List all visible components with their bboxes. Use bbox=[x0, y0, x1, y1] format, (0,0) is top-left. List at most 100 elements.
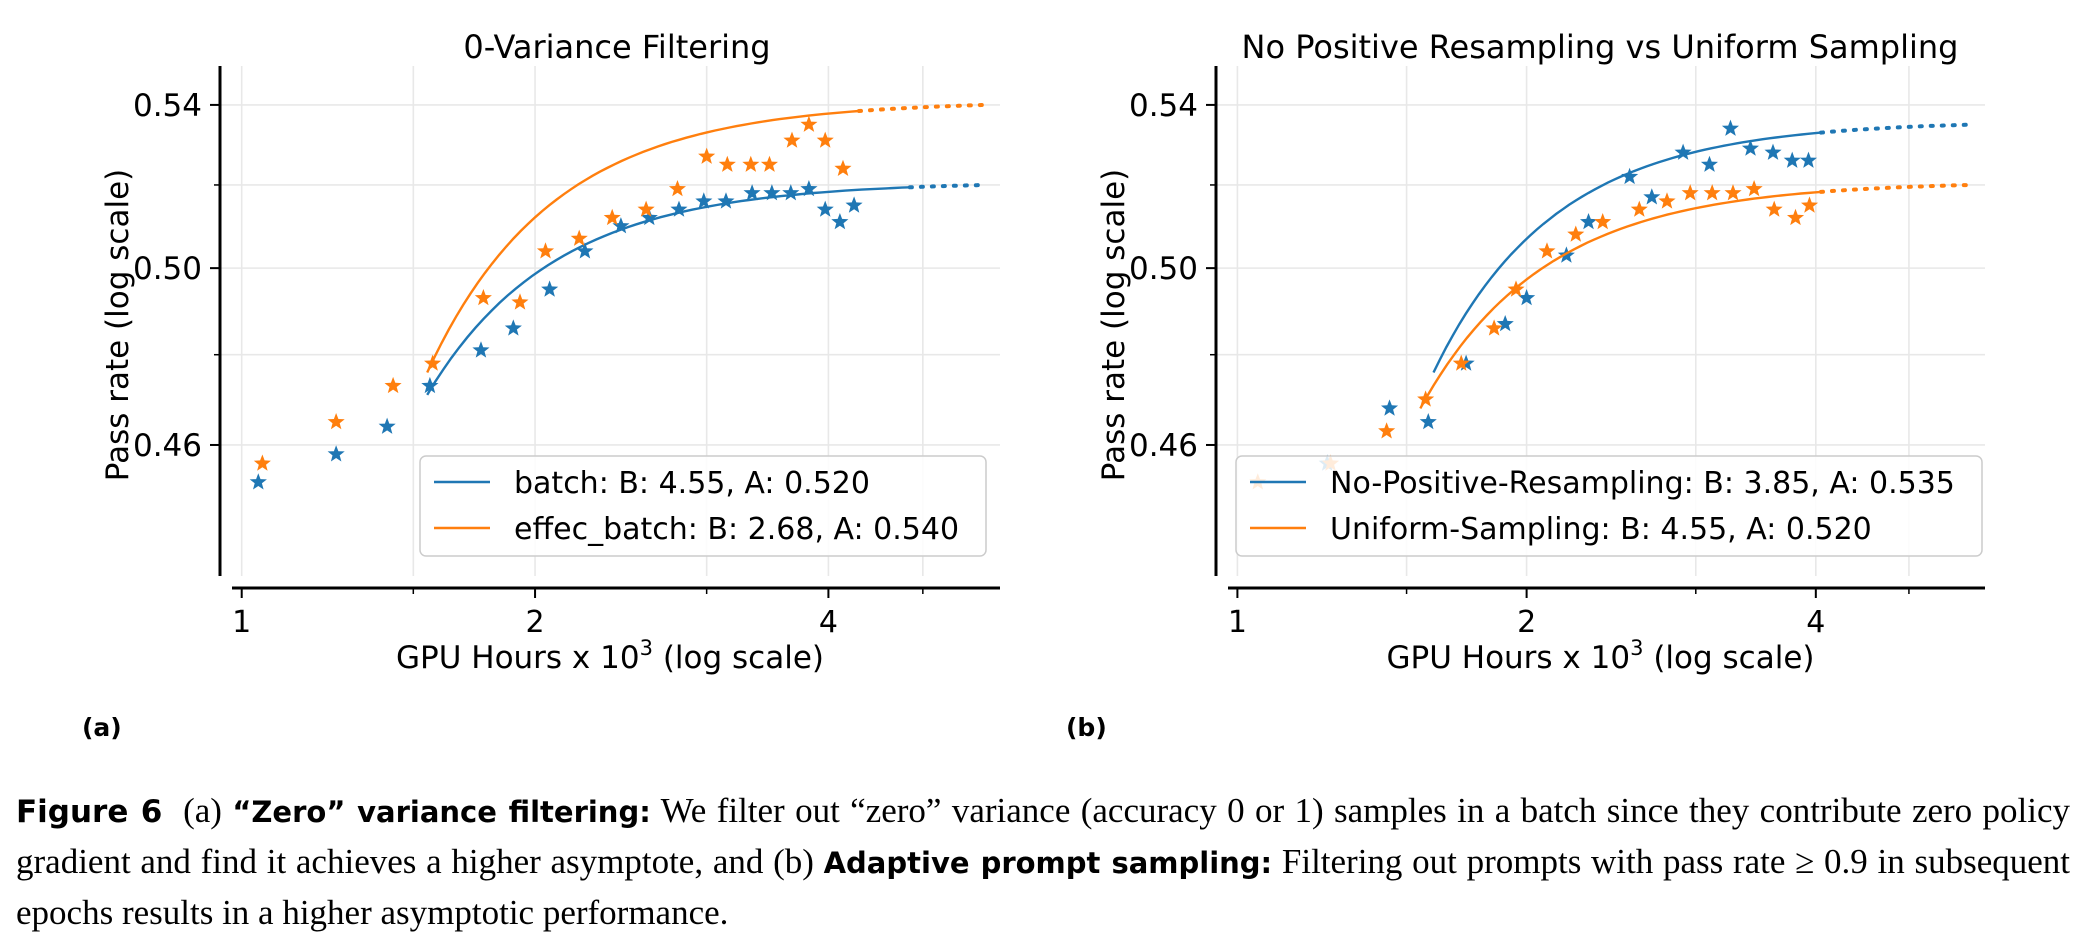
x-tick-label: 4 bbox=[1806, 605, 1825, 640]
data-point bbox=[421, 376, 439, 394]
x-tick-label: 1 bbox=[232, 605, 251, 640]
data-point bbox=[800, 115, 818, 132]
data-point bbox=[760, 155, 778, 172]
data-point bbox=[536, 242, 555, 259]
data-point bbox=[1419, 413, 1437, 430]
data-point bbox=[1681, 184, 1699, 201]
y-tick-label: 0.50 bbox=[133, 251, 202, 287]
legend: No-Positive-Resampling: B: 3.85, A: 0.53… bbox=[1235, 455, 1983, 557]
x-tick-label: 2 bbox=[526, 605, 545, 640]
data-point bbox=[1764, 143, 1782, 160]
x-tick-label: 2 bbox=[1517, 605, 1536, 640]
data-point bbox=[1621, 167, 1639, 185]
panel-label: (b) bbox=[1066, 713, 1107, 742]
chart-title: 0-Variance Filtering bbox=[463, 28, 770, 66]
data-point bbox=[1378, 422, 1396, 439]
data-point bbox=[670, 200, 688, 217]
data-point bbox=[743, 184, 761, 201]
data-point bbox=[570, 229, 588, 246]
data-point bbox=[816, 131, 834, 148]
data-point bbox=[1485, 319, 1503, 336]
data-point bbox=[763, 184, 781, 201]
x-axis-label-sup: 3 bbox=[640, 636, 653, 660]
legend-label: Uniform-Sampling: B: 4.55, A: 0.520 bbox=[1330, 512, 1872, 547]
data-point bbox=[1721, 119, 1739, 136]
data-point bbox=[1643, 188, 1661, 205]
data-point bbox=[541, 280, 559, 297]
data-point bbox=[783, 131, 801, 148]
data-point bbox=[424, 354, 442, 371]
data-point bbox=[717, 192, 735, 209]
x-axis-label-sup: 3 bbox=[1630, 636, 1643, 660]
fit-extrapolation bbox=[907, 183, 988, 190]
data-point bbox=[504, 319, 522, 336]
data-point bbox=[816, 200, 834, 217]
data-point bbox=[782, 184, 800, 201]
fit-line bbox=[1419, 190, 1822, 409]
fit-extrapolation bbox=[1819, 183, 1973, 194]
x-axis-label-main: GPU Hours x 10 bbox=[1387, 640, 1631, 676]
fit-line bbox=[426, 109, 860, 374]
data-point bbox=[718, 155, 736, 172]
legend: batch: B: 4.55, A: 0.520 effec_batch: B: … bbox=[419, 455, 987, 557]
data-point bbox=[834, 159, 852, 176]
x-axis-label-main: GPU Hours x 10 bbox=[396, 640, 640, 676]
y-tick-label: 0.46 bbox=[1129, 428, 1198, 464]
data-point bbox=[668, 180, 686, 197]
legend-label: effec_batch: B: 2.68, A: 0.540 bbox=[514, 512, 959, 547]
panel-label: (a) bbox=[82, 713, 122, 742]
x-axis-label: GPU Hours x 103 (log scale) bbox=[1387, 636, 1815, 676]
data-point bbox=[637, 200, 655, 217]
caption-a-text: We filter out “zero” variance (accuracy … bbox=[16, 791, 2071, 881]
data-point bbox=[1783, 151, 1801, 168]
y-tick-label: 0.50 bbox=[1129, 251, 1198, 287]
data-point bbox=[640, 208, 658, 226]
data-point bbox=[327, 413, 345, 430]
data-point bbox=[1452, 354, 1470, 371]
data-point bbox=[1741, 139, 1759, 156]
data-point bbox=[831, 213, 849, 230]
data-point bbox=[1417, 390, 1435, 407]
data-point bbox=[1381, 399, 1399, 416]
caption-a-marker: (a) bbox=[183, 791, 222, 830]
x-axis-label-suffix: (log scale) bbox=[653, 640, 824, 676]
data-point bbox=[742, 155, 760, 172]
data-point bbox=[1496, 315, 1514, 332]
x-tick-label: 4 bbox=[819, 605, 838, 640]
fit-extrapolation bbox=[1819, 122, 1973, 135]
data-point bbox=[474, 289, 492, 306]
data-point bbox=[845, 196, 863, 213]
data-point bbox=[378, 417, 396, 434]
data-point bbox=[1745, 180, 1763, 197]
x-axis-label: GPU Hours x 103 (log scale) bbox=[396, 636, 824, 676]
data-point bbox=[1538, 242, 1556, 259]
data-point bbox=[603, 208, 621, 226]
data-point bbox=[576, 242, 594, 259]
chart-title: No Positive Resampling vs Uniform Sampli… bbox=[1242, 28, 1959, 66]
panel-b: 1 2 4 0.46 0.50 0.54 No Positive Resampling vs… bbox=[1066, 28, 1985, 742]
x-tick-label: 1 bbox=[1228, 605, 1247, 640]
legend-label: batch: B: 4.55, A: 0.520 bbox=[514, 466, 870, 501]
data-point bbox=[1580, 213, 1598, 230]
x-axis-label-suffix: (log scale) bbox=[1643, 640, 1814, 676]
data-point bbox=[1630, 200, 1648, 217]
data-point bbox=[612, 217, 630, 234]
data-point bbox=[384, 376, 402, 394]
data-point bbox=[1674, 143, 1692, 160]
caption-b-title: Adaptive prompt sampling: bbox=[823, 846, 1273, 880]
data-point bbox=[511, 293, 529, 310]
legend-label: No-Positive-Resampling: B: 3.85, A: 0.53… bbox=[1330, 466, 1955, 501]
y-axis-label: Pass rate (log scale) bbox=[100, 169, 136, 481]
data-point bbox=[1724, 184, 1742, 201]
data-point bbox=[472, 341, 490, 358]
caption-a-title: “Zero” variance filtering: bbox=[232, 795, 651, 829]
data-point bbox=[1703, 184, 1721, 201]
figure-caption: Figure 6 (a) “Zero” variance filtering: … bbox=[16, 786, 2070, 937]
fit-line bbox=[1432, 131, 1822, 374]
y-tick-label: 0.54 bbox=[1129, 88, 1198, 124]
data-point bbox=[695, 192, 713, 209]
fit-line bbox=[426, 186, 910, 396]
data-point bbox=[1594, 213, 1612, 230]
y-axis-label: Pass rate (log scale) bbox=[1096, 169, 1132, 481]
legend-box bbox=[419, 455, 987, 557]
